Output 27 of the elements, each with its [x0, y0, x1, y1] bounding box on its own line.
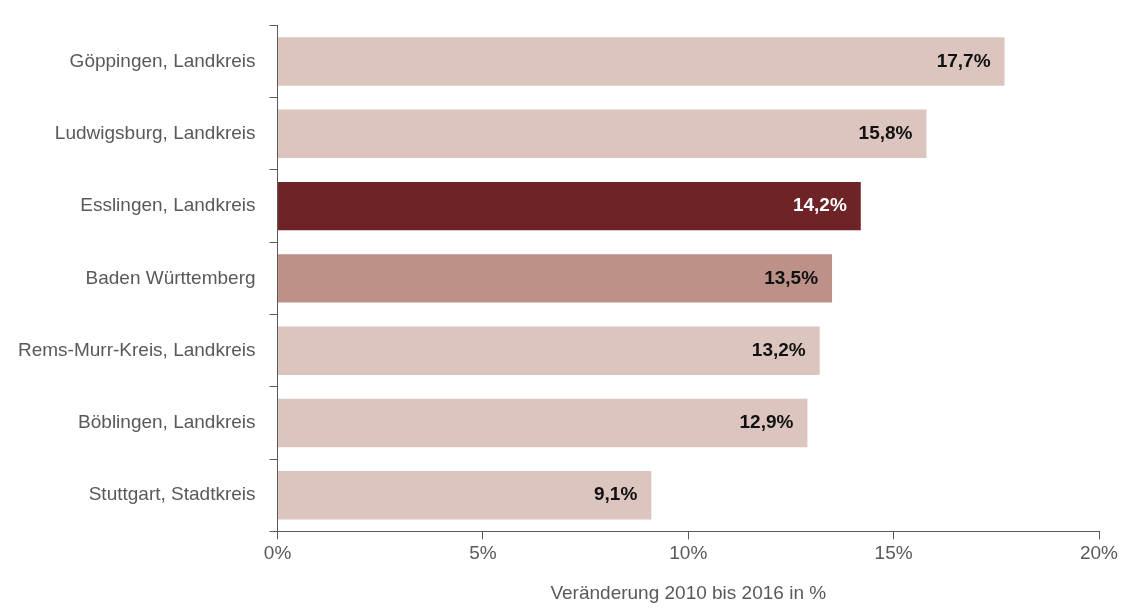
- bar: [278, 181, 861, 231]
- x-tick-label: 0%: [263, 542, 292, 564]
- data-label: 13,2%: [751, 338, 806, 360]
- data-label: 14,2%: [792, 194, 847, 216]
- data-label: 9,1%: [594, 483, 638, 505]
- bar: [278, 398, 808, 448]
- bar: [278, 254, 833, 303]
- data-label: 12,9%: [739, 411, 794, 433]
- bar: [278, 471, 652, 520]
- y-tick-label: Rems-Murr-Kreis, Landkreis: [18, 338, 256, 360]
- data-label: 15,8%: [858, 122, 913, 144]
- x-tick-label: 10%: [669, 542, 708, 564]
- y-tick-label: Ludwigsburg, Landkreis: [54, 122, 256, 144]
- y-tick-label: Esslingen, Landkreis: [80, 194, 256, 216]
- bar: [278, 326, 820, 375]
- data-label: 17,7%: [936, 49, 991, 71]
- x-axis-title: Veränderung 2010 bis 2016 in %: [550, 581, 827, 603]
- bar: [278, 109, 927, 159]
- x-tick-label: 15%: [874, 542, 913, 564]
- data-label: 13,5%: [764, 266, 819, 288]
- bar: [278, 37, 1005, 86]
- x-tick-label: 20%: [1079, 542, 1119, 564]
- y-tick-label: Böblingen, Landkreis: [78, 411, 256, 433]
- y-tick-label: Stuttgart, Stadtkreis: [88, 483, 256, 505]
- y-tick-label: Göppingen, Landkreis: [69, 49, 256, 71]
- x-tick-label: 5%: [469, 542, 497, 564]
- y-tick-label: Baden Württemberg: [85, 266, 256, 288]
